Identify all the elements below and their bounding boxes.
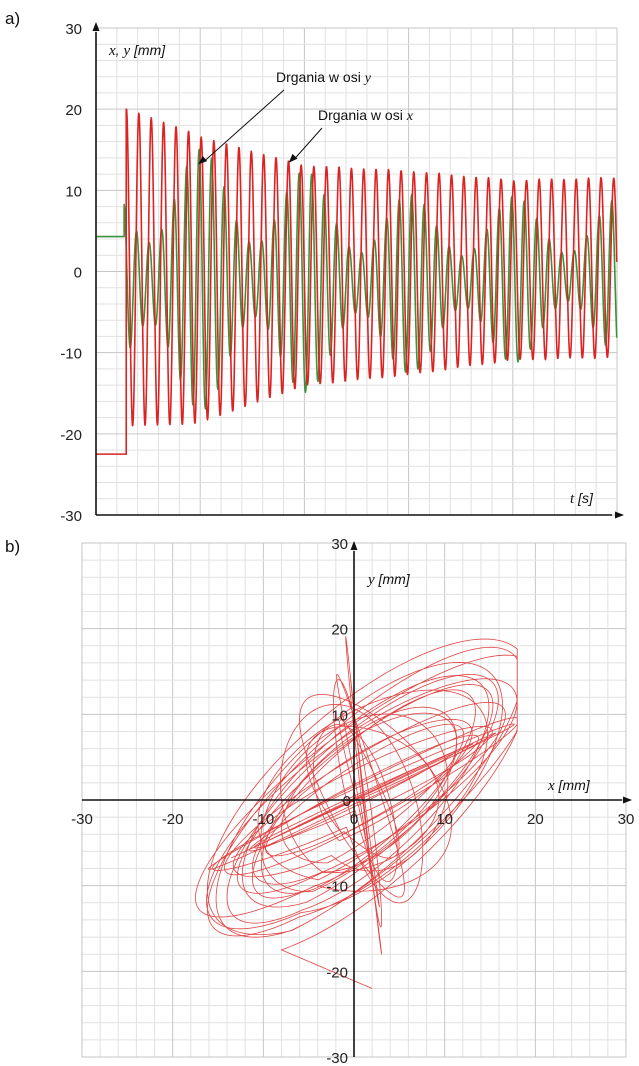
panel-label-b: b) (5, 537, 20, 556)
y-tick-label: 0 (74, 265, 82, 282)
annotation-x-arrow-head (288, 153, 298, 163)
y-tick-label: 30 (65, 21, 82, 38)
y-tick-label: -30 (326, 1050, 348, 1066)
x-axis-label-unit: [s] (574, 490, 594, 506)
axes (82, 541, 632, 1057)
x-axis-arrow (623, 796, 632, 804)
annotation-y-text: Drgania w osi (276, 69, 365, 85)
x-tick-label: 0 (350, 811, 358, 828)
x-axis-label-var: t (570, 491, 575, 507)
y-tick-label: 10 (331, 707, 348, 724)
y-tick-label: -20 (326, 964, 348, 981)
x-axis-label: t [s] (570, 490, 594, 507)
annotation-x-var: x (406, 109, 414, 124)
x-tick-label: -20 (162, 811, 184, 828)
origin-label: 0 (343, 793, 351, 810)
x-axis-label-unit: [mm] (555, 777, 591, 793)
trajectory-group (195, 636, 518, 989)
y-axis-label: x, y [mm] (108, 42, 166, 59)
series-line-y (96, 108, 618, 455)
y-axis-label-var-y: y (121, 43, 130, 59)
y-tick-label: 10 (65, 183, 82, 200)
annotation-y-arrow-head (198, 155, 208, 165)
annotation-y-arrow-line (203, 89, 285, 162)
series-group (96, 108, 618, 455)
annotation-x: Drgania w osi x (318, 107, 414, 124)
y-tick-label: -10 (326, 879, 348, 896)
y-axis-arrow (92, 22, 100, 31)
y-axis-label: y [mm] (366, 571, 411, 588)
y-tick-label: -30 (60, 508, 82, 525)
x-tick-label: 10 (436, 811, 453, 828)
x-tick-label: -30 (71, 811, 93, 828)
y-axis-label-var: y (366, 572, 375, 588)
y-axis-label-var-x: x (108, 43, 116, 59)
trajectory-line (195, 636, 518, 989)
y-tick-label: -20 (60, 427, 82, 444)
annotation-y-var: y (363, 71, 372, 86)
annotation-y: Drgania w osi y (276, 69, 372, 86)
y-axis-label-unit: [mm] (375, 571, 411, 587)
panel-label-a: a) (5, 9, 20, 28)
x-tick-label: 20 (527, 811, 544, 828)
x-tick-label: 30 (618, 811, 635, 828)
annotation-x-text: Drgania w osi (318, 107, 407, 123)
series-line-x (96, 148, 618, 410)
y-tick-label: 20 (331, 622, 348, 639)
y-axis-label-sep: , (116, 42, 124, 58)
x-axis-arrow (615, 511, 624, 519)
axes (92, 22, 624, 519)
y-tick-label: -10 (60, 346, 82, 363)
x-tick-label: -10 (252, 811, 274, 828)
y-axis-label-unit: [mm] (130, 42, 166, 58)
x-axis-label-var: x (547, 778, 555, 794)
y-tick-label: 30 (331, 536, 348, 553)
annotation-x-arrow-line (293, 127, 323, 161)
y-tick-label: 20 (65, 102, 82, 119)
x-axis-label: x [mm] (547, 777, 591, 794)
y-axis-arrow (350, 541, 358, 550)
